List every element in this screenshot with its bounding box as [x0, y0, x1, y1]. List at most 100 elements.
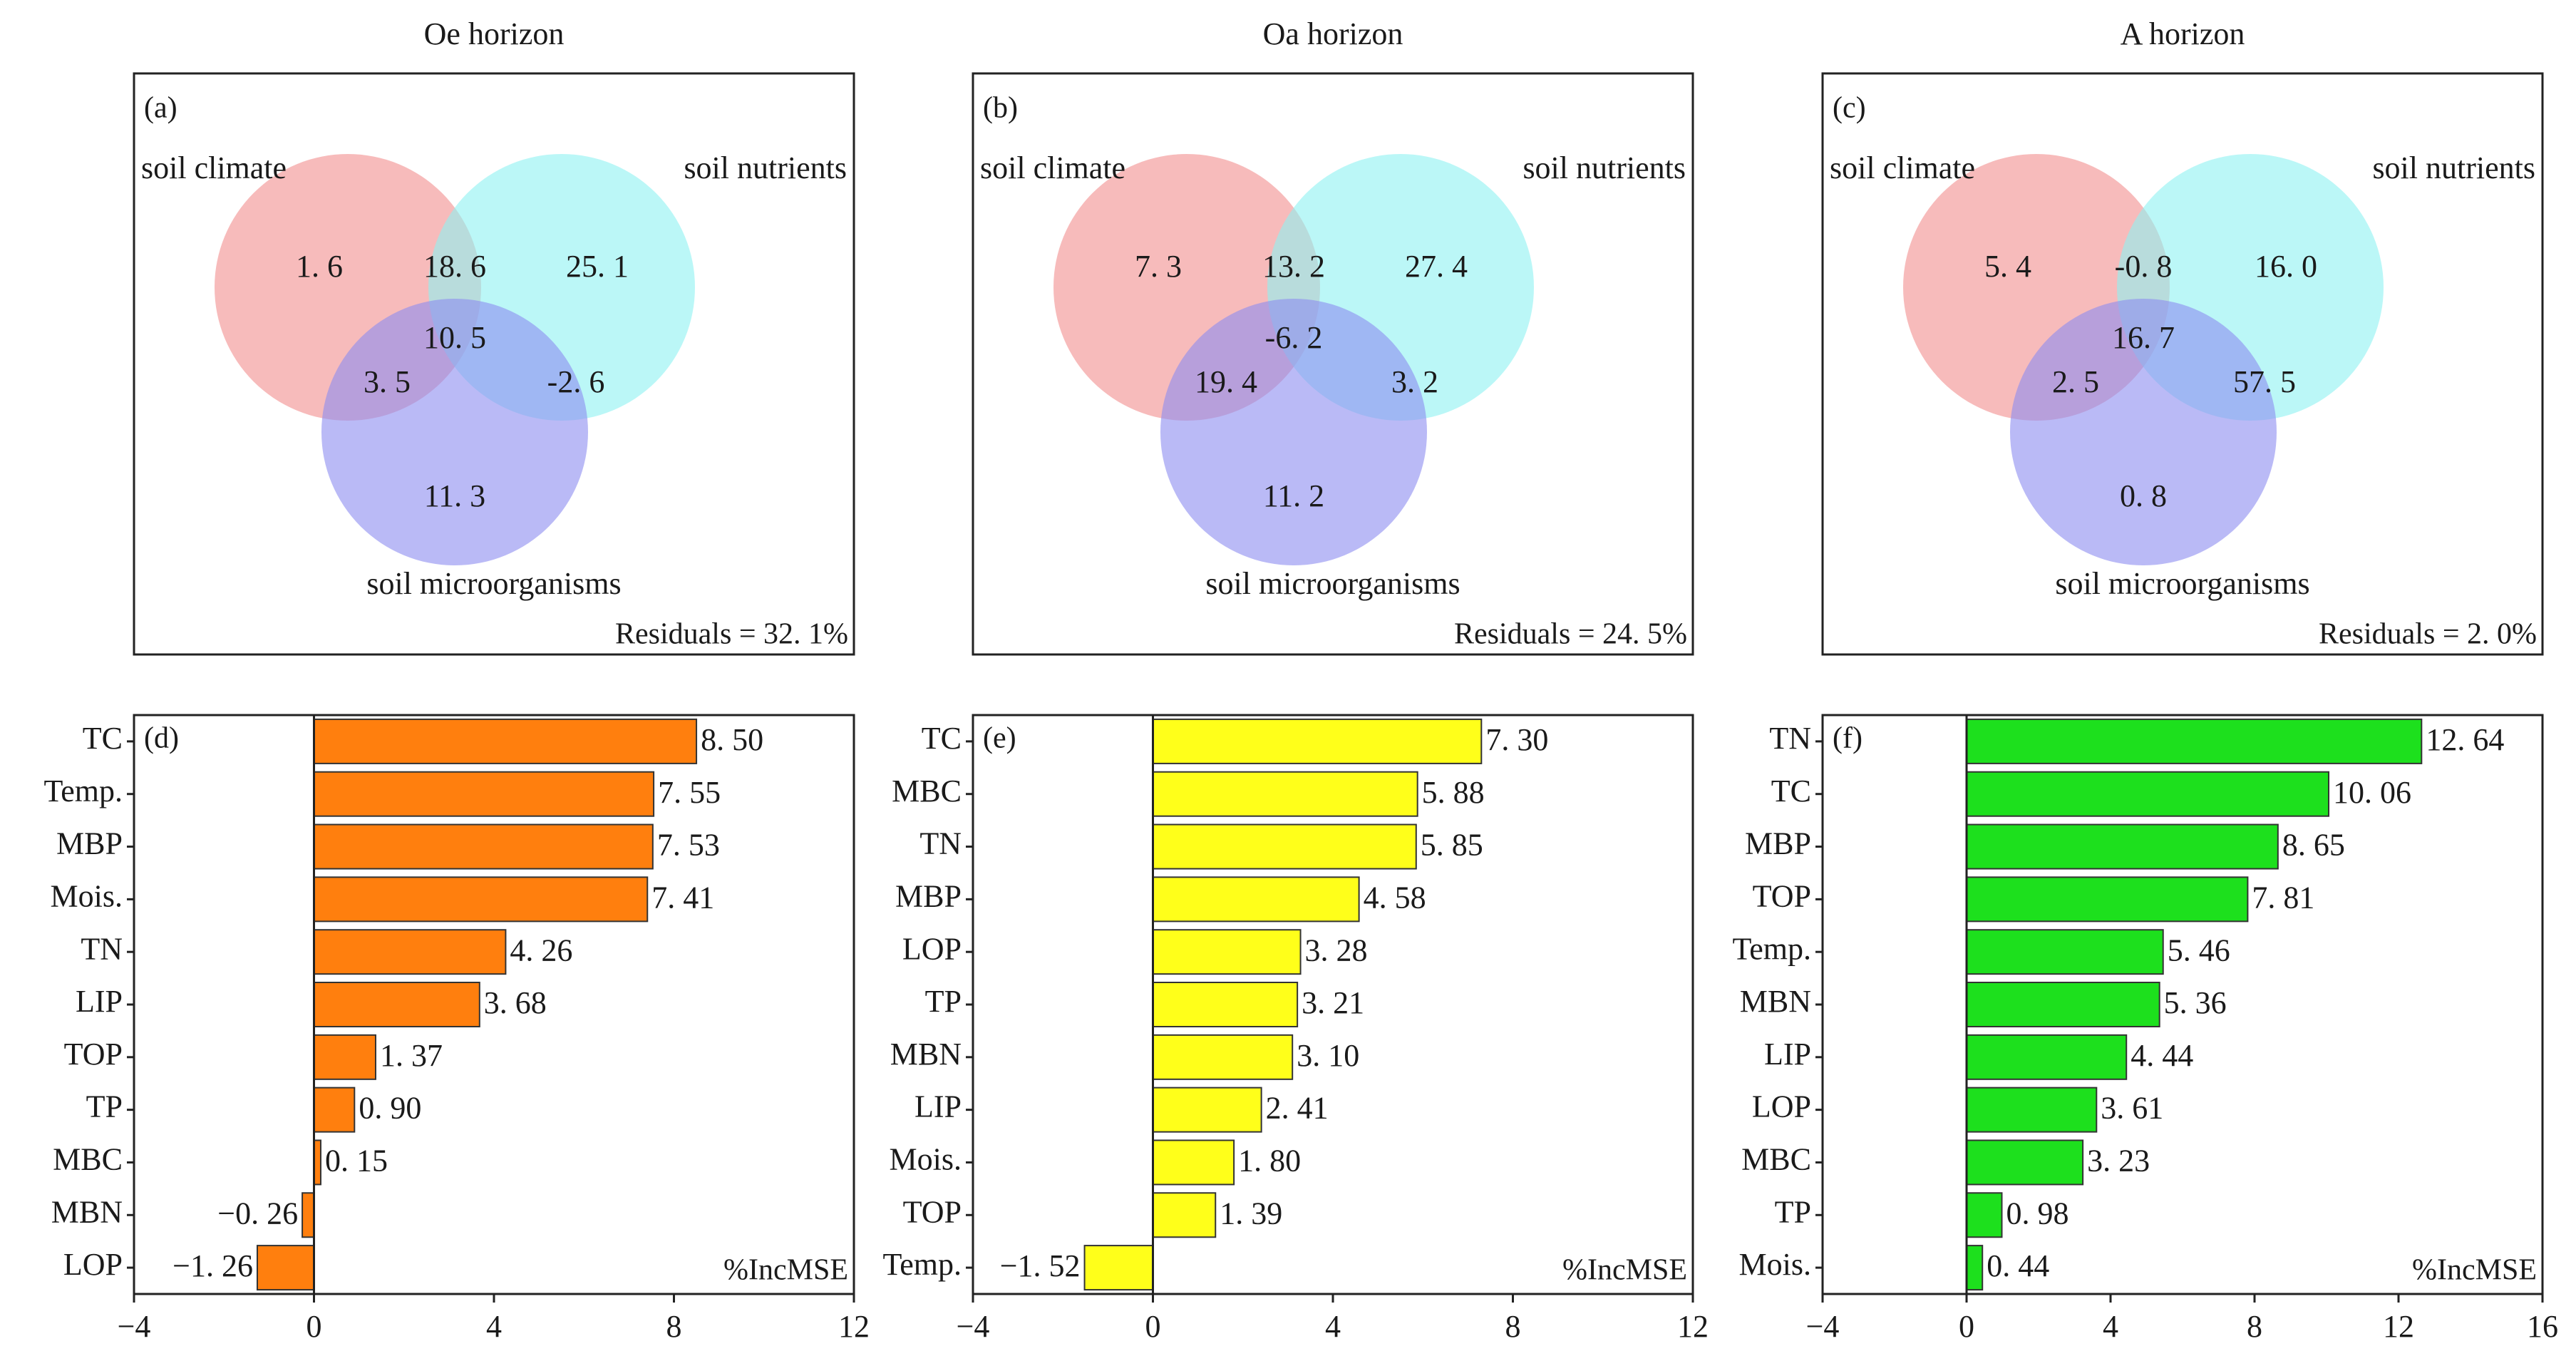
- venn-panel-2: Oa horizon (b) soil climate soil nutrients s…: [972, 16, 1694, 656]
- region-value-micro: 11. 3: [424, 478, 485, 513]
- bar-value-label: 8. 65: [2282, 828, 2345, 863]
- bar: [1966, 1034, 2128, 1080]
- x-tick-label: 4: [1325, 1309, 1341, 1344]
- x-tick-label: −4: [957, 1309, 990, 1344]
- x-tick-label: 0: [1145, 1309, 1161, 1344]
- region-value-climate-micro: 3. 5: [364, 364, 411, 399]
- panel-letter: (b): [983, 92, 1018, 125]
- circle-soil-microorganisms: [2010, 299, 2277, 565]
- bar-value-label: 7. 53: [657, 828, 720, 863]
- bar-value-label: 3. 61: [2101, 1091, 2163, 1126]
- x-tick-label: 8: [1505, 1309, 1521, 1344]
- bar-value-label: 4. 44: [2131, 1038, 2193, 1073]
- bar: [1966, 1192, 2003, 1238]
- set-label-soil-climate: soil climate: [980, 150, 1125, 185]
- category-label: TC: [922, 721, 962, 756]
- bar-value-label: 3. 28: [1305, 933, 1368, 967]
- bar-value-label: −0. 26: [217, 1196, 298, 1231]
- x-axis-label: %IncMSE: [723, 1254, 848, 1287]
- bar-panel-3: 12. 64 TN 10. 06 TC 8. 65 MBP 7. 81 TOP 5. 46 Tem…: [1732, 714, 2558, 1344]
- category-label: LIP: [915, 1089, 962, 1124]
- residuals-label: Residuals = 2. 0%: [2319, 618, 2537, 651]
- category-label: LOP: [902, 931, 962, 966]
- set-label-soil-nutrients: soil nutrients: [684, 150, 847, 185]
- region-value-climate-micro: 19. 4: [1195, 364, 1257, 399]
- category-label: MBC: [53, 1142, 123, 1177]
- bar-value-label: 3. 68: [484, 985, 547, 1020]
- category-label: MBN: [51, 1194, 123, 1229]
- panel-title: A horizon: [2121, 16, 2245, 51]
- category-label: LIP: [1764, 1037, 1811, 1072]
- bar: [1152, 929, 1302, 975]
- category-label: TP: [86, 1089, 123, 1124]
- panel-title: Oa horizon: [1263, 16, 1403, 51]
- bar: [1966, 771, 2330, 817]
- set-label-soil-microorganisms: soil microorganisms: [1205, 566, 1460, 601]
- region-value-nutrients: 16. 0: [2255, 249, 2317, 284]
- x-tick-label: 12: [1677, 1309, 1709, 1344]
- region-value-nutrients: 25. 1: [566, 249, 629, 284]
- bar-value-label: 5. 85: [1421, 828, 1483, 863]
- category-label: TC: [83, 721, 123, 756]
- x-tick-label: −4: [1806, 1309, 1840, 1344]
- category-label: Mois.: [890, 1142, 962, 1177]
- x-tick-label: 0: [1959, 1309, 1974, 1344]
- bar-value-label: 2. 41: [1266, 1091, 1329, 1126]
- bar: [1966, 1245, 1984, 1291]
- category-label: TN: [81, 931, 123, 966]
- residuals-label: Residuals = 24. 5%: [1454, 618, 1687, 651]
- bar: [1152, 982, 1299, 1027]
- region-value-climate: 5. 4: [1984, 249, 2031, 284]
- bar-value-label: 0. 98: [2006, 1196, 2068, 1231]
- region-value-nutrients-micro: 57. 5: [2233, 364, 2296, 399]
- bar-value-label: 3. 23: [2087, 1144, 2150, 1178]
- category-label: MBC: [892, 774, 962, 808]
- bar-value-label: 10. 06: [2333, 775, 2411, 810]
- panel-letter: (a): [144, 92, 177, 125]
- bar-value-label: 1. 80: [1238, 1144, 1301, 1178]
- panel-title: Oe horizon: [424, 16, 565, 51]
- bar: [1152, 718, 1483, 764]
- category-label: TC: [1771, 774, 1811, 808]
- region-value-climate-nutrients: -0. 8: [2115, 249, 2173, 284]
- bar-value-label: 3. 21: [1302, 985, 1364, 1020]
- bar: [313, 982, 480, 1027]
- region-value-micro: 0. 8: [2120, 478, 2167, 513]
- bar-value-label: 8. 50: [701, 722, 763, 757]
- bar: [313, 876, 649, 923]
- region-value-all: 10. 5: [423, 320, 486, 355]
- bar: [313, 929, 507, 975]
- set-label-soil-nutrients: soil nutrients: [1523, 150, 1686, 185]
- region-value-all: 16. 7: [2112, 320, 2175, 355]
- panel-letter: (e): [983, 722, 1016, 755]
- bar: [1152, 876, 1360, 923]
- bar-panel-1: 8. 50 TC 7. 55 Temp. 7. 53 MBP 7. 41 Mois. 4. 26…: [43, 714, 870, 1344]
- x-axis-label: %IncMSE: [1562, 1254, 1687, 1287]
- x-tick-label: 12: [838, 1309, 870, 1344]
- bar: [1966, 823, 2279, 870]
- circle-soil-microorganisms: [321, 299, 588, 565]
- category-label: MBN: [1740, 984, 1811, 1019]
- category-label: TOP: [903, 1194, 962, 1229]
- bar: [1966, 1087, 2098, 1133]
- x-tick-label: 12: [2383, 1309, 2414, 1344]
- bar-value-label: 5. 46: [2168, 933, 2230, 967]
- bar-value-label: −1. 52: [1000, 1248, 1081, 1283]
- bar-value-label: 0. 44: [1987, 1248, 2049, 1283]
- x-tick-label: −4: [118, 1309, 151, 1344]
- panel-letter: (c): [1833, 92, 1866, 125]
- x-tick-label: 8: [666, 1309, 682, 1344]
- set-label-soil-nutrients: soil nutrients: [2372, 150, 2535, 185]
- bar: [313, 771, 655, 817]
- bar-value-label: 7. 30: [1485, 722, 1548, 757]
- category-label: TOP: [64, 1037, 123, 1072]
- region-value-climate: 7. 3: [1135, 249, 1182, 284]
- category-label: LOP: [1752, 1089, 1811, 1124]
- set-label-soil-climate: soil climate: [141, 150, 287, 185]
- bar: [1152, 1139, 1235, 1186]
- bar-value-label: 3. 10: [1297, 1038, 1359, 1073]
- bar-value-label: 4. 26: [510, 933, 572, 967]
- venn-panel-1: Oe horizon (a) soil climate soil nutrients s…: [133, 16, 855, 656]
- bar-value-label: 7. 81: [2252, 880, 2314, 915]
